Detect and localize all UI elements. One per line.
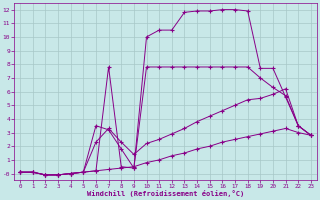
- X-axis label: Windchill (Refroidissement éolien,°C): Windchill (Refroidissement éolien,°C): [87, 190, 244, 197]
